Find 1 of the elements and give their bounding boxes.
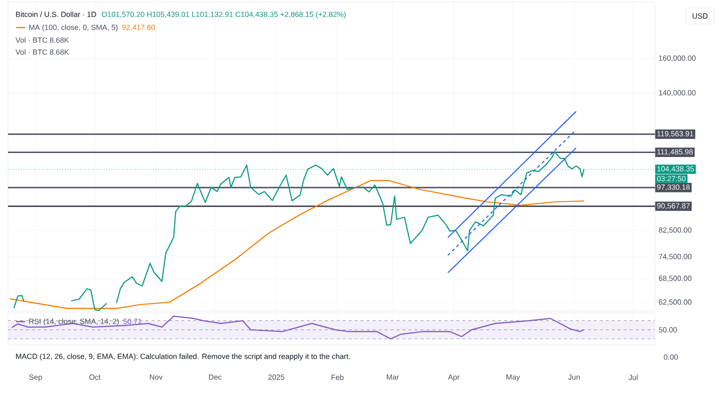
line-series [9, 180, 585, 309]
